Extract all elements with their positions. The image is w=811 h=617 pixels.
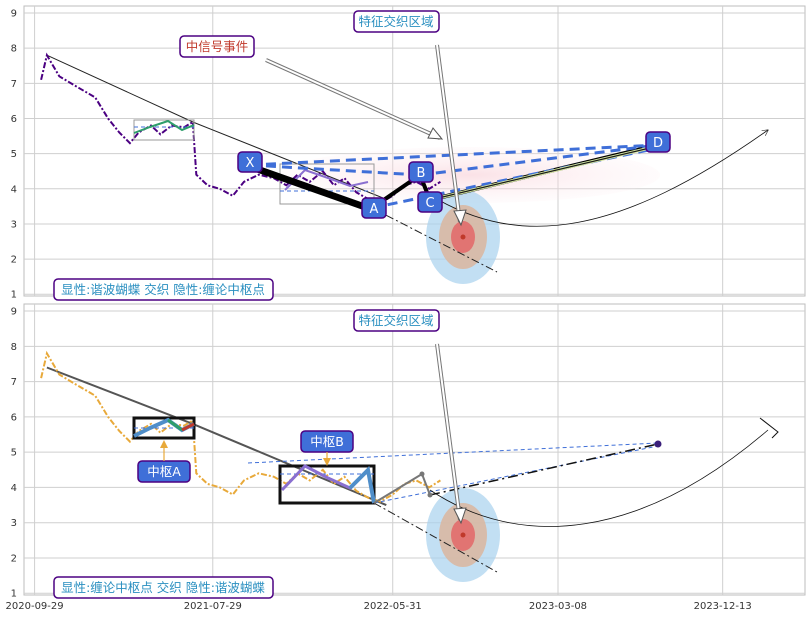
top-pivot-zigzag-1 xyxy=(133,119,195,134)
svg-text:特征交织区域: 特征交织区域 xyxy=(358,313,433,328)
top-target-zone xyxy=(426,190,500,284)
svg-text:X: X xyxy=(246,156,255,171)
point-b: B xyxy=(408,161,434,183)
y-tick-label: 4 xyxy=(11,483,17,494)
point-a: A xyxy=(361,197,387,219)
y-tick-label: 9 xyxy=(11,9,17,20)
signal-event-label: 中信号事件 xyxy=(179,35,255,58)
svg-text:B: B xyxy=(417,166,426,181)
y-tick-label: 4 xyxy=(11,184,17,195)
y-tick-label: 9 xyxy=(11,307,17,318)
svg-text:C: C xyxy=(425,196,434,211)
top-interweave-arrowhead xyxy=(453,209,467,227)
svg-text:显性:缠论中枢点 交织 隐性:谐波蝴蝶: 显性:缠论中枢点 交织 隐性:谐波蝴蝶 xyxy=(61,580,265,595)
point-x: X xyxy=(237,151,263,173)
top-panel: 1 2 3 4 5 6 7 8 9 xyxy=(11,5,806,301)
x-tick-label: 2022-05-31 xyxy=(364,601,422,612)
x-tick-label: 2020-09-29 xyxy=(6,601,64,612)
y-tick-label: 6 xyxy=(11,412,17,423)
x-tick-label: 2021-07-29 xyxy=(184,601,242,612)
bottom-footer-label: 显性:缠论中枢点 交织 隐性:谐波蝴蝶 xyxy=(53,576,274,599)
svg-text:A: A xyxy=(370,202,379,217)
top-pivot-box-2 xyxy=(279,163,375,205)
x-axis-ticks: 2020-09-29 2021-07-29 2022-05-31 2023-03-08… xyxy=(6,601,752,612)
bottom-y-ticks: 1 2 3 4 5 6 7 8 9 xyxy=(11,307,17,600)
point-c: C xyxy=(417,191,443,213)
svg-text:中枢B: 中枢B xyxy=(310,434,344,449)
svg-text:中信号事件: 中信号事件 xyxy=(186,39,249,54)
bottom-plot-frame xyxy=(23,303,806,596)
top-pivot-zigzag-2 xyxy=(284,168,369,191)
y-tick-label: 8 xyxy=(11,342,17,353)
svg-text:D: D xyxy=(653,136,663,151)
x-tick-label: 2023-03-08 xyxy=(529,601,587,612)
bottom-target-point xyxy=(654,440,662,448)
y-tick-label: 6 xyxy=(11,114,17,125)
bottom-interweave-arrow xyxy=(436,343,461,521)
top-interweave-arrow xyxy=(436,44,461,223)
y-tick-label: 5 xyxy=(11,149,17,160)
y-tick-label: 8 xyxy=(11,44,17,55)
top-pivot-box-1 xyxy=(133,119,195,141)
bottom-interweave-label: 特征交织区域 xyxy=(353,309,440,332)
top-interweave-glow xyxy=(280,147,660,203)
pivot-a-label: 中枢A xyxy=(137,440,191,483)
x-tick-label: 2023-12-13 xyxy=(694,601,752,612)
top-footer-label: 显性:谐波蝴蝶 交织 隐性:缠论中枢点 xyxy=(53,278,274,301)
top-interweave-label: 特征交织区域 xyxy=(353,10,440,33)
bottom-interweave-arrowhead xyxy=(453,507,467,525)
y-tick-label: 3 xyxy=(11,219,17,230)
svg-text:显性:谐波蝴蝶 交织 隐性:缠论中枢点: 显性:谐波蝴蝶 交织 隐性:缠论中枢点 xyxy=(61,282,265,297)
bottom-target-zone xyxy=(426,488,500,582)
top-trend-line xyxy=(46,54,387,200)
svg-text:中枢A: 中枢A xyxy=(147,464,181,479)
signal-event-arrow xyxy=(265,59,441,139)
pivot-b-label: 中枢B xyxy=(300,430,354,466)
bottom-panel: 1 2 3 4 5 6 7 8 9 2020-09-29 2021-07-29 2022-05-31… xyxy=(6,303,806,612)
pivot-a-frame xyxy=(132,416,196,440)
y-tick-label: 2 xyxy=(11,553,17,564)
point-d: D xyxy=(645,131,671,153)
y-tick-label: 7 xyxy=(11,79,17,90)
y-tick-label: 2 xyxy=(11,255,17,266)
top-y-ticks: 1 2 3 4 5 6 7 8 9 xyxy=(11,9,17,301)
y-tick-label: 1 xyxy=(11,589,17,600)
y-tick-label: 5 xyxy=(11,448,17,459)
y-tick-label: 1 xyxy=(11,290,17,301)
svg-text:特征交织区域: 特征交织区域 xyxy=(358,14,433,29)
signal-event-arrowhead xyxy=(427,127,444,140)
y-tick-label: 7 xyxy=(11,377,17,388)
y-tick-label: 3 xyxy=(11,518,17,529)
